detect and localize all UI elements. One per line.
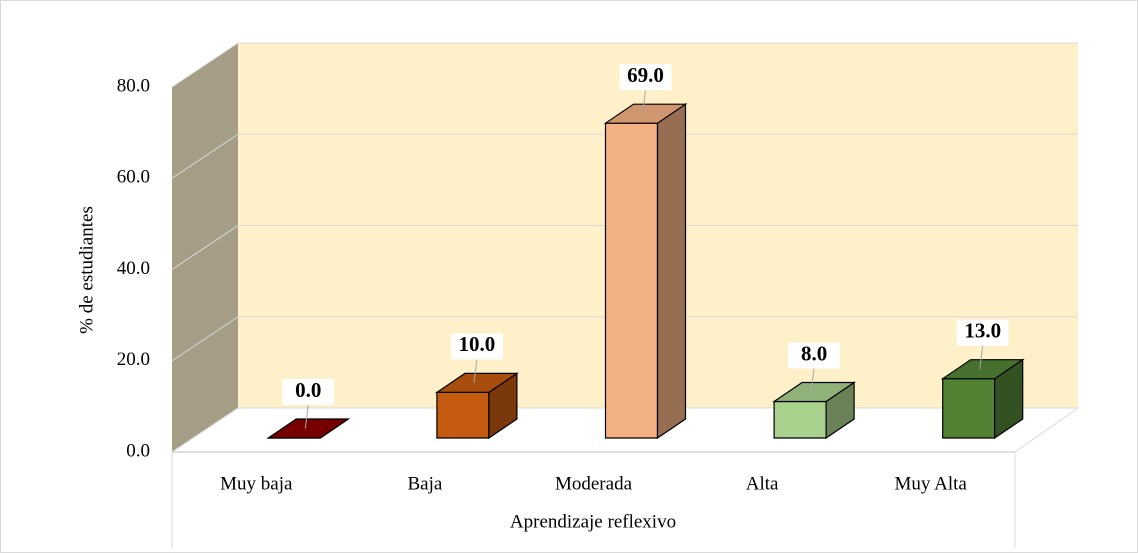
bar-front <box>942 378 996 439</box>
value-label: 69.0 <box>627 63 664 87</box>
bar-front <box>773 400 827 439</box>
grid-line-side <box>171 225 239 270</box>
value-label-bg <box>956 319 1009 346</box>
bar-side <box>656 103 687 440</box>
y-tick-label: 60.0 <box>117 167 150 188</box>
bar <box>772 381 857 440</box>
x-tick-label: Muy Alta <box>895 473 968 494</box>
bar-top <box>772 381 857 403</box>
leader-line <box>473 359 478 383</box>
grid-line-side <box>171 42 239 88</box>
bar-top <box>940 359 1025 380</box>
bar-top <box>603 103 688 124</box>
value-label: 8.0 <box>801 341 827 365</box>
value-label: 13.0 <box>964 319 1001 343</box>
value-label: 10.0 <box>459 332 496 356</box>
value-label: 0.0 <box>295 378 321 402</box>
bar-top <box>266 418 351 439</box>
x-tick-label: Moderada <box>555 473 633 494</box>
y-tick-label: 80.0 <box>117 75 150 96</box>
y-axis-title: % de estudiantes <box>76 206 97 334</box>
x-tick-label: Muy baja <box>220 473 293 494</box>
bar-top <box>434 372 519 393</box>
x-tick-label: Baja <box>407 473 442 494</box>
bar-front <box>436 391 490 439</box>
bar <box>940 358 1025 440</box>
y-tick-label: 0.0 <box>126 440 150 461</box>
bar <box>603 103 688 440</box>
x-tick-label: Alta <box>746 473 779 494</box>
leader-line <box>979 345 984 370</box>
y-tick-label: 40.0 <box>117 258 150 279</box>
grid-line-side <box>171 133 239 179</box>
value-label-bg <box>450 333 503 360</box>
grid-line-side <box>171 316 239 362</box>
value-label-bg <box>788 342 841 369</box>
y-tick-label: 20.0 <box>117 349 150 370</box>
bar <box>266 418 351 439</box>
leader-line <box>810 368 815 393</box>
grid-line-side <box>171 407 239 453</box>
value-label-bg <box>619 64 672 91</box>
leader-line <box>304 404 309 429</box>
bar <box>434 372 519 440</box>
value-label-bg <box>282 379 335 405</box>
x-axis-title: Aprendizaje reflexivo <box>510 511 676 532</box>
leader-line <box>642 90 646 114</box>
bar-front <box>604 122 659 439</box>
